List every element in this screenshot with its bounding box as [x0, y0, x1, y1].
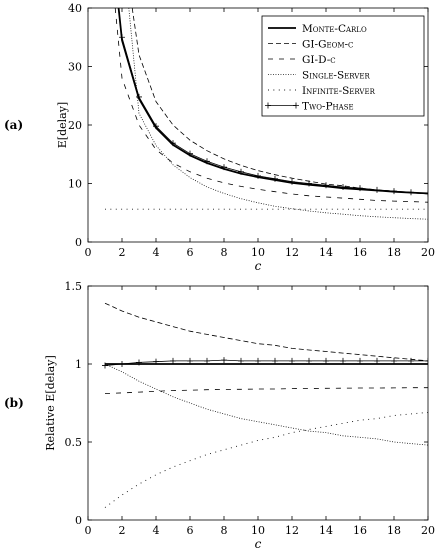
series-point-two-phase [170, 140, 176, 147]
series-line-infinite-server [104, 411, 428, 508]
y-tick-label: 1 [75, 358, 82, 371]
series-point-two-phase [272, 357, 278, 364]
x-tick-label: 20 [421, 524, 435, 537]
x-tick-label: 2 [119, 246, 126, 259]
y-tick-label: 0 [75, 514, 82, 527]
series-point-two-phase [357, 185, 363, 192]
series-point-two-phase [408, 357, 414, 364]
series-point-two-phase [306, 180, 312, 187]
x-tick-label: 10 [251, 246, 265, 259]
series-point-two-phase [272, 175, 278, 182]
series-point-two-phase [323, 357, 329, 364]
series-point-two-phase [204, 357, 210, 364]
series-point-two-phase [374, 186, 380, 193]
series-point-two-phase [187, 150, 193, 157]
x-tick-label: 8 [221, 246, 228, 259]
panel-label: (a) [4, 118, 23, 132]
legend-entry: Single-Server [302, 70, 370, 82]
x-tick-label: 18 [387, 246, 401, 259]
x-tick-label: 12 [285, 524, 299, 537]
legend: Monte-Carlo GI-Geom-c GI-D-c Single-Server I… [261, 15, 425, 117]
legend-entry: Monte-Carlo [302, 23, 367, 35]
x-tick-label: 10 [251, 524, 265, 537]
x-tick-label: 6 [187, 524, 194, 537]
series-point-two-phase [153, 358, 159, 365]
y-tick-label: 0.5 [65, 436, 83, 449]
series-point-two-phase [340, 357, 346, 364]
y-axis-label: E[delay] [56, 102, 69, 148]
chart-panel-b: 0 2 4 6 8 10 12 14 16 18 20 0 0.5 1 1.5 c Relative E[del… [4, 280, 435, 550]
series-point-two-phase [153, 123, 159, 130]
x-tick-label: 20 [421, 246, 435, 259]
series-point-two-phase [391, 188, 397, 195]
y-tick-label: 10 [68, 178, 82, 191]
legend-entry: Two-Phase [302, 101, 354, 113]
x-tick-label: 14 [319, 524, 333, 537]
series-point-two-phase [306, 357, 312, 364]
y-tick-label: 0 [75, 236, 82, 249]
y-tick-label: 30 [68, 61, 82, 74]
series-point-two-phase [238, 168, 244, 175]
series-line-single-server [104, 363, 428, 446]
y-tick-label: 40 [68, 2, 82, 15]
x-axis-label: c [255, 537, 262, 550]
legend-entry: GI-Geom-c [302, 39, 353, 51]
series-point-two-phase [221, 357, 227, 364]
series-line-single-server [128, 8, 428, 220]
series-point-two-phase [374, 357, 380, 364]
x-tick-label: 6 [187, 246, 194, 259]
series-point-two-phase [204, 158, 210, 165]
panel-label: (b) [4, 396, 24, 410]
x-tick-label: 18 [387, 524, 401, 537]
x-tick-label: 16 [353, 246, 367, 259]
x-tick-label: 0 [85, 524, 92, 537]
series-line-gi-d-c [104, 387, 428, 394]
x-tick-label: 4 [153, 524, 160, 537]
series-point-two-phase [289, 178, 295, 185]
series-point-two-phase [136, 93, 142, 100]
series-point-two-phase [119, 34, 125, 41]
series-point-two-phase [425, 357, 428, 364]
series-point-two-phase [187, 357, 193, 364]
series-point-two-phase [289, 357, 295, 364]
y-tick-label: 20 [68, 119, 82, 132]
series-line-gi-geom-c [104, 302, 428, 362]
series-point-two-phase [102, 362, 108, 369]
series-point-two-phase [357, 357, 363, 364]
series-point-two-phase [340, 184, 346, 191]
series-point-two-phase [170, 357, 176, 364]
y-axis-label: Relative E[delay] [44, 355, 57, 450]
series-point-two-phase [323, 182, 329, 189]
series-point-two-phase [221, 164, 227, 171]
series-point-two-phase [119, 361, 125, 367]
x-tick-label: 2 [119, 524, 126, 537]
series-point-two-phase [391, 357, 397, 364]
series-line-gi-d-c [114, 8, 428, 203]
chart-panel-a: 0 2 4 6 8 10 12 14 16 18 20 0 10 20 30 40 c E[delay] (a) Mo… [4, 2, 435, 273]
series-point-two-phase [255, 172, 261, 179]
x-tick-label: 4 [153, 246, 160, 259]
x-tick-label: 8 [221, 524, 228, 537]
x-axis-label: c [255, 259, 262, 273]
series-point-two-phase [238, 357, 244, 364]
series-point-two-phase [425, 190, 428, 197]
legend-entry: GI-D-c [302, 54, 336, 66]
plot-frame [87, 285, 429, 521]
series-point-two-phase [136, 359, 142, 366]
y-tick-label: 1.5 [65, 280, 83, 293]
x-tick-label: 12 [285, 246, 299, 259]
legend-entry: Infinite-Server [302, 85, 376, 97]
x-tick-label: 14 [319, 246, 333, 259]
x-tick-label: 0 [85, 246, 92, 259]
series-point-two-phase [255, 357, 261, 364]
series-point-two-phase [408, 189, 414, 196]
x-tick-label: 16 [353, 524, 367, 537]
